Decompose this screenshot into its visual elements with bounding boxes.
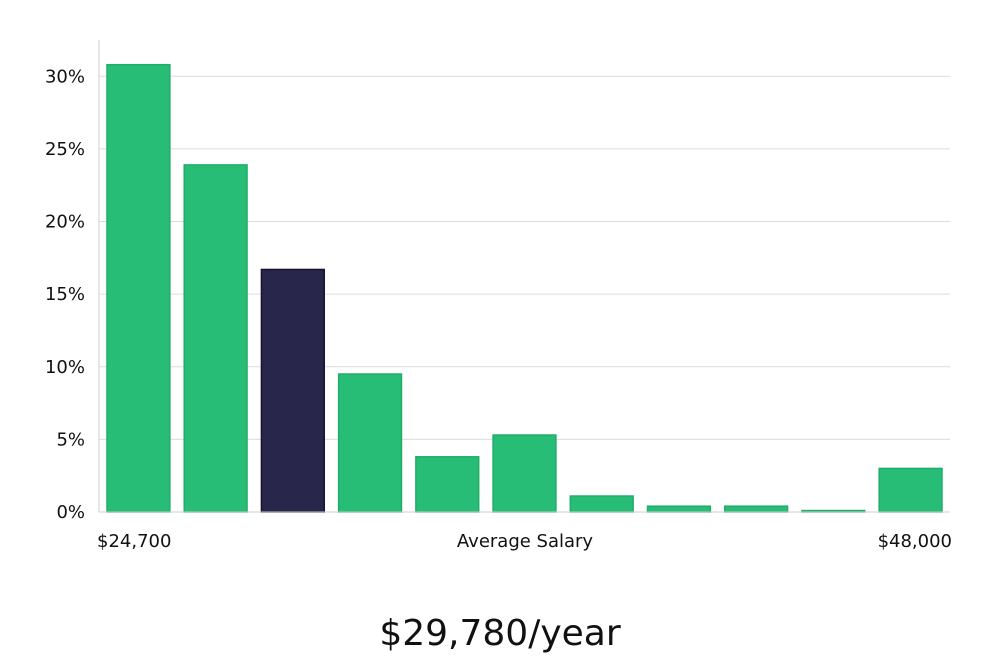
bar: [723, 505, 789, 513]
y-tick-label: 10%: [45, 357, 85, 378]
bar: [183, 164, 248, 513]
bar-highlighted: [260, 268, 326, 513]
bar: [492, 434, 557, 513]
y-tick-label: 15%: [45, 284, 85, 305]
bars: [106, 63, 943, 513]
bar: [569, 495, 634, 513]
y-tick-label: 0%: [56, 502, 85, 523]
salary-distribution-chart: 0% 5% 10% 15% 20% 25% 30% $24,700 Average Sala…: [45, 40, 952, 552]
y-tick-label: 25%: [45, 139, 85, 160]
y-tick-labels: 0% 5% 10% 15% 20% 25% 30%: [45, 66, 85, 523]
y-tick-label: 5%: [56, 429, 85, 450]
x-axis-title: Average Salary: [457, 531, 594, 552]
y-tick-label: 20%: [45, 212, 85, 233]
bar: [337, 373, 403, 513]
x-max-label: $48,000: [878, 531, 952, 552]
average-salary-headline: $29,780/year: [379, 613, 621, 654]
bar: [878, 467, 943, 513]
y-tick-label: 30%: [45, 66, 85, 87]
bar: [415, 456, 480, 513]
x-min-label: $24,700: [97, 531, 171, 552]
bar: [646, 505, 712, 513]
bar: [106, 63, 171, 513]
